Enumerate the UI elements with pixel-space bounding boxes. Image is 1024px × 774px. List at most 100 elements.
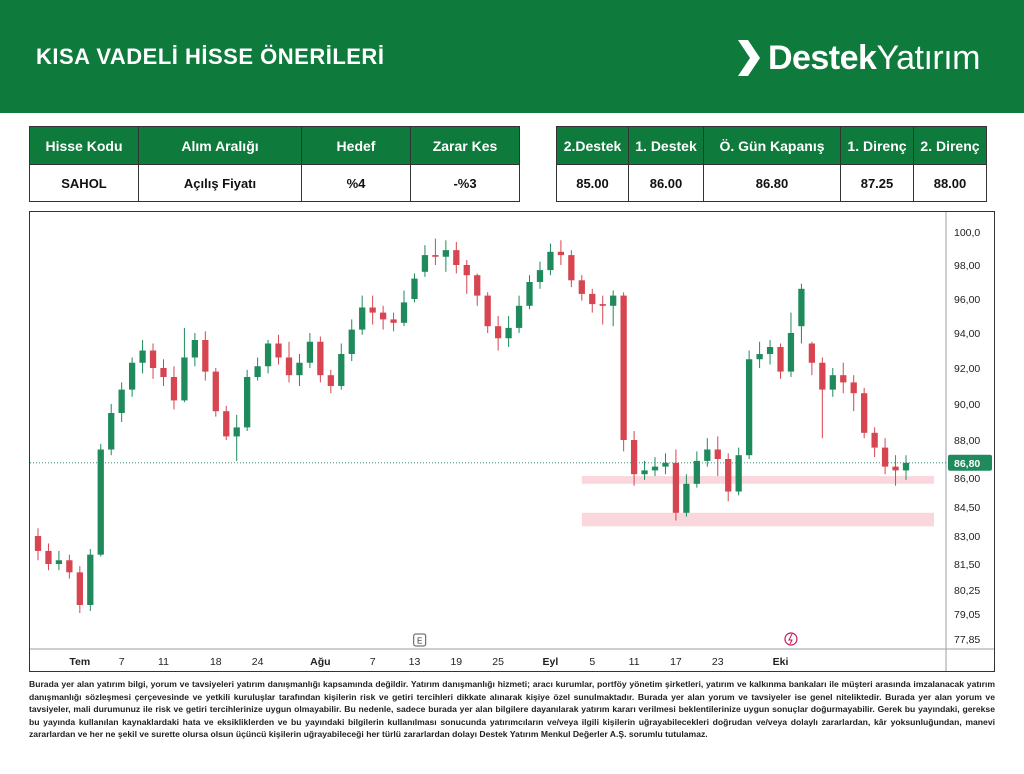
brand-name-light: Yatırım [876,38,980,77]
y-tick-label: 80,25 [954,585,980,597]
candle-body [902,462,910,471]
candle-body [735,455,742,492]
header-cell-resistance-2: 2. Direnç [913,126,987,165]
candlestick-chart-svg: 100,0 98,00 96,00 94,00 92,00 90,00 88,00 86,00… [30,212,994,671]
header-cell-resistance-1: 1. Direnç [840,126,914,165]
candle-body [505,327,512,339]
candle-body [453,250,460,265]
candle-body [400,302,408,323]
header-cell-stop-loss: Zarar Kes [410,126,520,165]
candle-body [327,375,334,386]
recommendation-table: Hisse Kodu Alım Aralığı Hedef Zarar Kes … [29,126,520,202]
lightning-bolt-icon [788,633,793,645]
last-price-badge [948,454,992,471]
levels-table: 2.Destek 1. Destek Ö. Gün Kapanış 1. Dir… [556,126,987,202]
candle-body [861,393,868,433]
candle-body [285,357,293,376]
candle-body [139,350,146,363]
candle-body [233,427,240,437]
support-zone [581,512,934,527]
candle-body [766,347,774,354]
legal-disclaimer: Burada yer alan yatırım bilgi, yorum ve … [29,679,995,740]
price-chart[interactable]: 100,0 98,00 96,00 94,00 92,00 90,00 88,00 86,00… [29,211,995,672]
candle-body [463,265,470,276]
candle-body [348,329,355,354]
candle-body [191,340,199,358]
candle-body [515,305,523,328]
y-tick-label: 79,05 [954,609,980,621]
candle-body [87,554,94,605]
candle-body [745,359,753,456]
candle-body [55,560,63,564]
candle-body [599,304,606,306]
brand-chevron-icon [737,40,760,76]
chart-background [30,212,994,671]
candle-body [526,282,533,306]
x-tick-label: 11 [158,656,169,668]
y-tick-label: 88,00 [954,435,980,447]
candle-body [651,466,659,471]
candle-body [254,366,261,377]
x-tick-label: Tem [69,656,90,668]
x-tick-label: 23 [712,656,724,668]
candle-body [568,255,575,281]
x-tick-label: 7 [119,656,125,668]
candle-body [160,368,167,377]
candle-body [693,460,700,484]
candle-body [756,354,763,360]
y-tick-label: 86,00 [954,473,980,485]
candle-body [317,341,324,376]
candle-body [808,343,816,363]
y-tick-label: 90,00 [954,399,980,411]
candle-body [683,483,690,513]
cell-resistance-2: 88.00 [913,164,987,202]
candle-body [829,375,836,390]
candle-body [484,295,491,327]
candle-body [787,333,795,372]
x-tick-label: 25 [492,656,504,668]
y-tick-label: 83,00 [954,531,980,543]
candle-body [495,326,502,339]
candle-body [871,432,878,448]
y-tick-label: 94,00 [954,328,980,340]
candle-body [819,362,826,390]
candle-body [369,307,376,313]
candle-body [149,350,157,368]
y-tick-label: 77,85 [954,634,980,646]
support-zone [581,476,934,484]
candle-body [411,278,418,299]
cell-support-2: 85.00 [556,164,629,202]
candle-body [170,377,178,401]
cell-resistance-1: 87.25 [840,164,914,202]
candle-body [662,462,669,467]
candle-body [359,307,366,330]
candle-body [432,255,439,257]
cell-prev-close: 86.80 [703,164,841,202]
candle-body [306,341,314,363]
candle-body [421,255,429,272]
cell-support-1: 86.00 [628,164,704,202]
event-marker-label: E [417,637,422,646]
y-tick-label: 92,00 [954,363,980,375]
x-tick-label: Eyl [543,656,559,668]
candle-body [850,382,857,394]
candle-body [66,560,73,573]
cell-buy-range: Açılış Fiyatı [138,164,302,202]
x-tick-label: 7 [370,656,376,668]
header-cell-stock-code: Hisse Kodu [29,126,139,165]
candle-body [557,251,565,256]
page-title: KISA VADELİ HİSSE ÖNERİLERİ [36,44,385,69]
candle-body [244,377,251,428]
y-tick-label: 96,00 [954,294,980,306]
x-tick-label: Eki [773,656,789,668]
y-tick-label: 81,50 [954,559,980,571]
header-banner: KISA VADELİ HİSSE ÖNERİLERİ Destek Yatırı… [0,0,1024,113]
candle-body [840,375,847,383]
candle-body [630,440,638,475]
x-tick-label: Ağu [310,656,330,668]
candle-body [390,319,397,323]
brand-name-bold: Destek [767,38,877,77]
candle-body [777,347,784,372]
candle-body [725,459,732,492]
candle-body [641,470,648,475]
